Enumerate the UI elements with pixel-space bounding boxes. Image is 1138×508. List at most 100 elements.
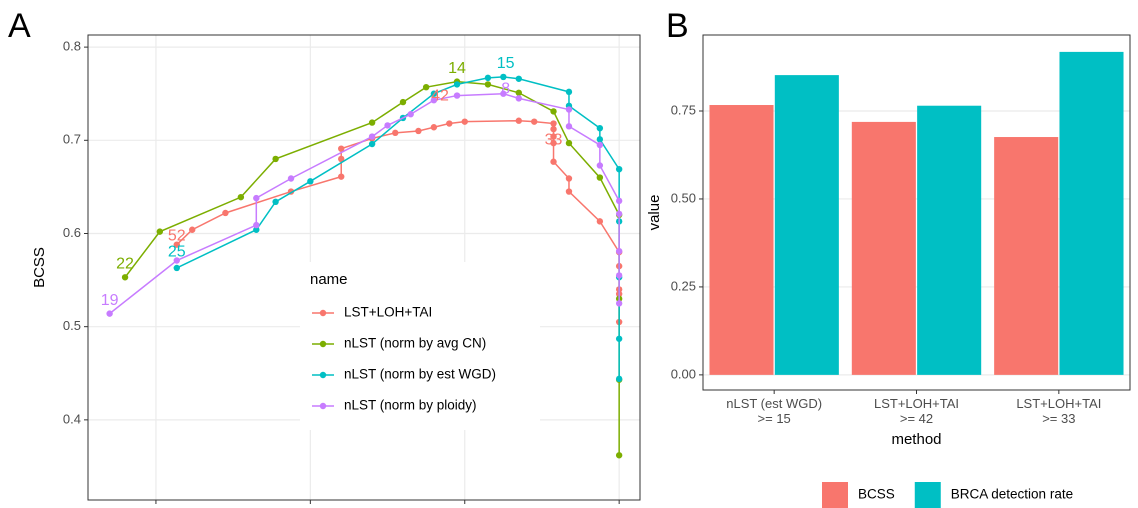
y-tick-label: 0.4 (63, 411, 81, 426)
legend-key (319, 402, 327, 410)
x-axis-label: BRCA detection rate (296, 506, 432, 508)
y-tick-label: 0.50 (671, 190, 696, 205)
data-point (500, 90, 507, 97)
point-label: 25 (168, 243, 186, 260)
bar (994, 137, 1059, 375)
point-label: 33 (545, 132, 563, 149)
bar (774, 75, 839, 375)
x-tick-label: 0.4 (147, 506, 165, 508)
data-point (253, 194, 260, 202)
point-label: 19 (101, 292, 119, 309)
data-point (615, 272, 623, 279)
x-tick-label: 0.6 (301, 506, 319, 508)
point-label: 42 (431, 88, 449, 105)
series-line (176, 119, 620, 323)
data-point (596, 162, 604, 169)
point-label: 15 (497, 55, 515, 72)
data-point (222, 209, 229, 217)
data-point (596, 174, 604, 181)
data-point (550, 133, 557, 140)
data-point (596, 141, 604, 149)
data-point (565, 123, 573, 130)
legend-key (319, 371, 327, 379)
data-point (484, 81, 492, 88)
data-point (531, 118, 538, 125)
data-point (615, 335, 623, 342)
data-point (615, 300, 623, 307)
data-point (287, 175, 295, 182)
y-tick-label: 0.5 (63, 318, 81, 333)
legend-key (822, 482, 848, 508)
data-point (596, 218, 604, 225)
bar (709, 105, 774, 375)
data-point (237, 193, 245, 201)
y-tick-label: 0.25 (671, 278, 696, 293)
panel-border (702, 34, 1131, 391)
legend-key (319, 340, 327, 348)
panel-label: A (8, 7, 31, 45)
point-label: 14 (448, 60, 466, 77)
data-point (272, 198, 279, 206)
data-point (565, 139, 573, 147)
bar (1059, 51, 1124, 375)
point-label: 22 (116, 255, 134, 272)
data-point (615, 452, 623, 459)
data-point (515, 117, 522, 124)
data-point (368, 119, 376, 126)
data-point (550, 139, 557, 147)
data-point (399, 98, 407, 106)
data-point (461, 118, 468, 125)
data-point (106, 310, 113, 317)
data-point (515, 75, 522, 82)
data-point (453, 81, 461, 88)
y-tick-label: 0.75 (671, 102, 696, 117)
point-label: 52 (168, 228, 186, 245)
data-point (615, 197, 623, 205)
panel-label: B (666, 7, 689, 45)
x-tick-label: nLST (est WGD) >= 15 (726, 396, 822, 426)
data-point (392, 129, 399, 137)
data-point (515, 95, 522, 102)
data-point (173, 241, 180, 248)
data-point (430, 90, 438, 97)
data-point (615, 247, 623, 255)
x-tick-label: LST+LOH+TAI >= 33 (1016, 396, 1101, 426)
x-tick-label: LST+LOH+TAI >= 42 (874, 396, 959, 426)
data-point (565, 175, 573, 182)
y-tick-label: 0.7 (63, 132, 81, 147)
data-point (565, 188, 573, 195)
data-point (173, 264, 180, 272)
data-point (272, 155, 279, 163)
data-point (173, 257, 180, 264)
bar (917, 105, 982, 375)
data-point (189, 226, 196, 233)
data-point (422, 83, 430, 91)
data-point (550, 120, 557, 127)
data-point (307, 178, 314, 185)
legend-title: name (310, 271, 348, 288)
data-point (338, 145, 345, 152)
data-point (368, 133, 376, 140)
y-tick-label: 0.00 (671, 366, 696, 381)
data-point (407, 111, 414, 118)
bar (851, 121, 916, 375)
point-label: 8 (501, 80, 510, 97)
data-point (338, 155, 345, 163)
panel-border (87, 34, 641, 501)
data-point (446, 120, 453, 127)
y-tick-label: 0.8 (63, 39, 81, 54)
data-point (500, 73, 507, 81)
data-point (453, 92, 461, 99)
legend-label: BRCA detection rate (951, 487, 1073, 502)
x-tick-label: 1.0 (610, 506, 628, 508)
data-point (156, 228, 163, 235)
legend-key (319, 309, 327, 317)
y-axis-label: BCSS (31, 247, 48, 288)
x-axis-label: method (891, 431, 941, 448)
legend-label: nLST (norm by avg CN) (344, 336, 486, 351)
legend-label: BCSS (858, 487, 895, 502)
legend-label: nLST (norm by est WGD) (344, 367, 496, 382)
data-point (368, 140, 376, 148)
data-point (253, 226, 260, 233)
